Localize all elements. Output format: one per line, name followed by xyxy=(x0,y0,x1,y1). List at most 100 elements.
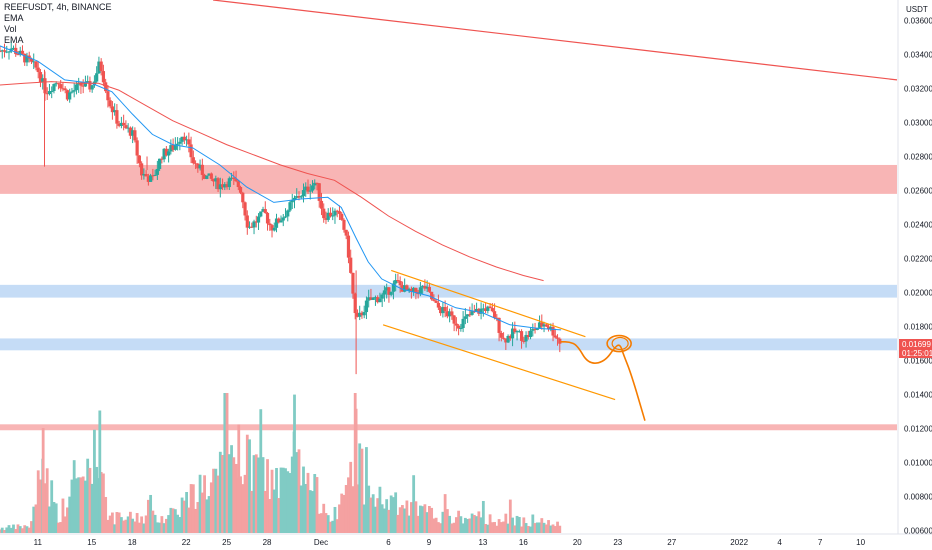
drawing-tools xyxy=(213,0,898,421)
y-tick-label: 0.01200 xyxy=(904,425,932,434)
indicator-ema-slow[interactable]: EMA xyxy=(4,35,24,45)
candle-body xyxy=(555,337,560,339)
candlesticks xyxy=(0,40,562,375)
volume-bar xyxy=(250,490,254,533)
candle-body xyxy=(490,308,494,312)
candle-body xyxy=(144,174,148,177)
candle-body xyxy=(63,88,67,91)
candle-body xyxy=(108,100,112,107)
candle-body xyxy=(308,190,312,192)
volume-bar xyxy=(153,514,157,533)
y-tick-label: 0.01000 xyxy=(904,459,932,468)
candle-body xyxy=(254,221,258,223)
candle-body xyxy=(101,71,106,83)
volume-bar xyxy=(66,507,69,533)
indicator-ema-fast[interactable]: EMA xyxy=(4,13,24,23)
candle-body xyxy=(549,326,553,330)
candle-body xyxy=(16,54,20,56)
y-tick-label: 0.01800 xyxy=(904,323,932,332)
volume-bar xyxy=(515,515,519,533)
volume-bar xyxy=(284,468,287,533)
candle-body xyxy=(110,106,115,113)
candle-body xyxy=(133,130,137,141)
candle-body xyxy=(508,335,512,339)
volume-bar xyxy=(311,491,314,533)
candle-body xyxy=(135,140,139,156)
indicator-volume[interactable]: Vol xyxy=(4,24,17,34)
volume-bar xyxy=(106,519,110,533)
candle-body xyxy=(32,61,36,63)
volume-bar xyxy=(270,469,274,533)
volume-bar xyxy=(84,480,87,533)
candle-body xyxy=(306,186,310,192)
volume-bar xyxy=(529,526,532,533)
volume-bar xyxy=(335,519,339,533)
candle-body xyxy=(234,179,238,182)
volume-bar xyxy=(223,393,227,533)
volume-bar xyxy=(540,518,544,533)
y-tick-label: 0.00600 xyxy=(904,527,932,536)
candle-body xyxy=(158,158,162,169)
volume-bar xyxy=(194,508,197,533)
price-axis[interactable]: USDT 0.03600 0.03400 0.03200 0.03000 0.02800… xyxy=(904,5,932,536)
volume-bar xyxy=(124,519,128,533)
volume-bar xyxy=(142,523,146,533)
candle-body xyxy=(313,182,317,186)
countdown-timer: 01:25:01 xyxy=(902,349,932,358)
candle-body xyxy=(56,83,61,85)
candle-body xyxy=(252,221,256,228)
volume-bar xyxy=(401,505,404,533)
candle-body xyxy=(439,307,443,314)
candle-body xyxy=(189,144,193,158)
candle-body xyxy=(355,313,360,317)
time-axis[interactable]: 11 15 18 22 25 28 Dec 6 9 13 16 20 23 27 2022 4 7 10 xyxy=(34,538,866,547)
volume-bar xyxy=(371,494,375,533)
candle-body xyxy=(319,200,324,209)
volume-bar xyxy=(263,490,267,533)
volume-bar xyxy=(506,523,510,533)
volume-bar xyxy=(216,475,220,533)
candle-body xyxy=(38,72,43,83)
candle-body xyxy=(558,338,562,344)
candle-body xyxy=(126,127,130,129)
candle-body xyxy=(391,283,396,292)
candle-body xyxy=(353,293,357,314)
volume-bar xyxy=(304,484,308,533)
volume-bar xyxy=(522,517,526,533)
candle-body xyxy=(191,157,195,164)
volume-bar xyxy=(535,522,539,533)
volume-bar xyxy=(475,516,479,533)
volume-bar xyxy=(313,474,317,533)
candle-body xyxy=(238,187,243,193)
candle-body xyxy=(131,130,135,136)
volume-bar xyxy=(230,445,233,533)
candle-body xyxy=(137,155,141,164)
x-tick-label: 13 xyxy=(478,538,487,547)
candle-body xyxy=(540,322,544,327)
volume-bar xyxy=(378,486,382,533)
volume-bar xyxy=(517,517,521,533)
candle-body xyxy=(495,317,499,319)
volume-bar xyxy=(79,477,83,533)
candle-body xyxy=(281,217,285,221)
candle-body xyxy=(475,308,479,312)
volume-bar xyxy=(158,522,162,533)
long-trendline xyxy=(213,0,898,81)
target-circle-inner xyxy=(611,336,629,351)
symbol-title[interactable]: REEFUSDT, 4h, BINANCE xyxy=(4,2,112,12)
candle-body xyxy=(412,287,416,292)
volume-bar xyxy=(0,529,2,533)
candle-body xyxy=(182,136,186,141)
volume-bar xyxy=(432,518,436,533)
y-tick-label: 0.02600 xyxy=(904,186,932,195)
volume-bar xyxy=(149,494,153,533)
candle-body xyxy=(0,50,4,52)
volume-bar xyxy=(459,516,463,533)
volume-bar xyxy=(405,500,409,533)
candle-body xyxy=(247,226,252,228)
volume-bar xyxy=(57,522,60,533)
volume-bar xyxy=(50,480,54,533)
volume-bar xyxy=(14,529,18,533)
volume-bar xyxy=(160,516,164,533)
